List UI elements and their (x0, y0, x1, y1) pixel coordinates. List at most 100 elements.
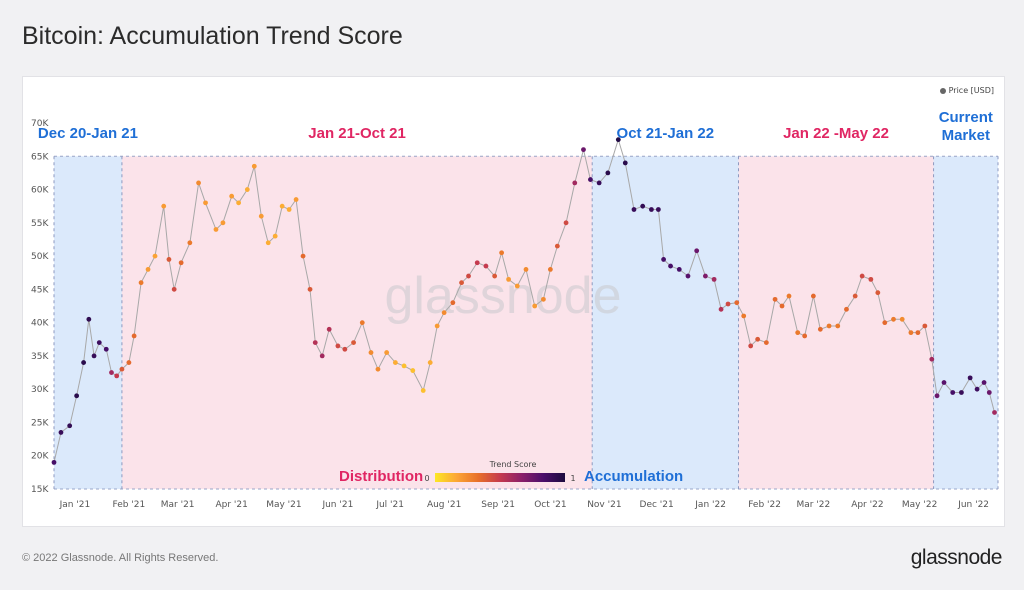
price-point (532, 303, 538, 309)
price-point (166, 257, 172, 262)
price-point (86, 316, 92, 322)
x-tick-label: Apr '22 (851, 500, 883, 510)
y-tick-label: 50K (31, 252, 49, 262)
chart-svg: 15K 20K 25K 30K 35K 40K 45K 50K 55K 60K 65K 70K Jan … (31, 109, 999, 510)
price-point (229, 193, 235, 199)
price-point (661, 257, 666, 262)
price-point (974, 386, 980, 392)
price-point (152, 253, 158, 259)
price-point (779, 303, 785, 309)
price-point (213, 227, 219, 232)
price-point (631, 207, 637, 212)
x-tick-label: Feb '21 (113, 500, 146, 510)
trend-score-title: Trend Score (489, 460, 537, 469)
price-point (676, 267, 682, 272)
price-point (392, 360, 398, 365)
price-point (441, 310, 447, 316)
price-point (852, 293, 858, 299)
price-point (307, 286, 313, 292)
price-point (649, 207, 654, 212)
price-point (220, 220, 226, 226)
price-point (859, 273, 865, 279)
price-point (258, 213, 264, 219)
price-point (145, 267, 151, 272)
band-distribution-3 (738, 156, 934, 489)
x-tick-label: Feb '22 (748, 500, 781, 510)
price-point (668, 263, 673, 269)
price-point (251, 163, 257, 169)
price-point (196, 180, 201, 186)
x-tick-label: Aug '21 (427, 500, 461, 510)
x-tick-label: Jan '21 (59, 500, 91, 510)
price-point (326, 326, 332, 332)
price-point (319, 353, 325, 359)
price-point (131, 333, 137, 339)
price-legend-dot-icon (939, 87, 946, 94)
band-label: Jan 22 -May 22 (783, 125, 889, 142)
price-point (694, 248, 700, 254)
price-point (844, 306, 849, 312)
price-point (908, 330, 914, 336)
x-tick-label: May '21 (266, 500, 301, 510)
price-point (293, 197, 299, 202)
price-point (514, 283, 520, 289)
y-tick-label: 65K (31, 152, 49, 162)
y-tick-label: 15K (31, 485, 49, 495)
price-point (950, 390, 956, 395)
price-point (725, 301, 731, 307)
price-point (772, 296, 778, 302)
y-tick-label: 30K (31, 385, 49, 395)
price-point (711, 276, 717, 282)
x-tick-label: Jan '22 (694, 500, 726, 510)
price-point (203, 200, 208, 206)
price-point (810, 293, 816, 299)
copyright-text: © 2022 Glassnode. All Rights Reserved. (22, 552, 219, 564)
y-tick-label: 45K (31, 285, 49, 295)
trend-score-gradient (435, 473, 565, 482)
chart-card: Price [USD] 15K 20K 25K 30K 35K 40K 45K 50K 55K 6… (22, 76, 1005, 527)
price-point (51, 459, 57, 465)
x-tick-label: Oct '21 (534, 500, 566, 510)
price-point (96, 340, 102, 345)
y-tick-label: 60K (31, 186, 49, 196)
price-point (702, 273, 708, 279)
x-tick-label: Apr '21 (215, 500, 247, 510)
price-point (187, 240, 193, 246)
price-point (67, 423, 73, 429)
x-tick-label: Jul '21 (375, 500, 404, 510)
watermark: glassnode (384, 267, 621, 325)
price-point (554, 243, 560, 249)
price-point (58, 430, 64, 435)
price-point (420, 388, 426, 393)
price-point (474, 260, 480, 266)
band-accumulation-4 (933, 156, 998, 489)
price-point (427, 360, 433, 365)
x-tick-label: Jun '21 (321, 500, 353, 510)
price-point (384, 350, 390, 355)
price-point (563, 220, 569, 226)
y-tick-label: 40K (31, 319, 49, 329)
price-point (588, 177, 593, 182)
price-point (286, 207, 292, 212)
price-point (410, 368, 416, 373)
price-point (178, 260, 184, 266)
price-point (899, 316, 905, 322)
band-label: Dec 20-Jan 21 (38, 125, 138, 142)
band-label: Jan 21-Oct 21 (308, 125, 406, 142)
price-point (279, 203, 285, 209)
price-point (450, 300, 456, 306)
band-label: Current Market (939, 109, 993, 144)
price-point (795, 330, 801, 336)
price-point (826, 323, 832, 329)
price-point (915, 330, 921, 336)
page-title: Bitcoin: Accumulation Trend Score (22, 22, 403, 50)
price-point (755, 336, 761, 342)
distribution-annotation: Distribution (339, 468, 423, 485)
trend-score-min: 0 (424, 474, 429, 483)
band-distribution-1 (121, 156, 593, 489)
price-legend[interactable]: Price [USD] (939, 86, 994, 95)
price-point (335, 343, 341, 349)
price-point (265, 240, 271, 246)
price-point (615, 137, 621, 143)
x-tick-label: Nov '21 (587, 500, 621, 510)
